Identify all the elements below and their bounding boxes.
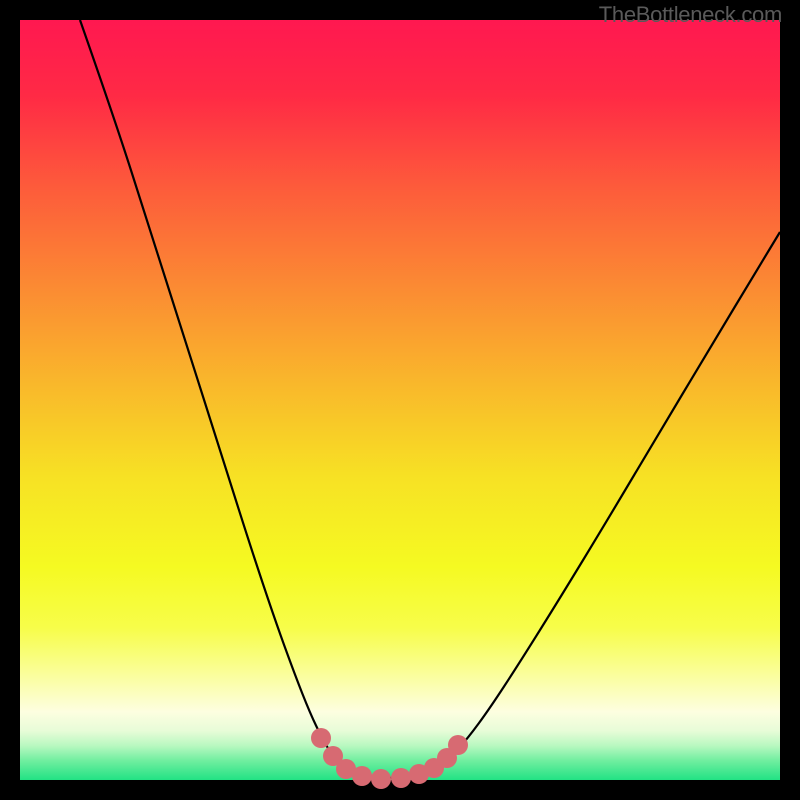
trough-dot <box>371 769 391 789</box>
chart-canvas: TheBottleneck.com <box>0 0 800 800</box>
chart-svg <box>0 0 800 800</box>
trough-dot <box>311 728 331 748</box>
trough-dot <box>391 768 411 788</box>
watermark-text: TheBottleneck.com <box>599 2 782 28</box>
trough-dot <box>448 735 468 755</box>
plot-background <box>20 20 780 780</box>
trough-dot <box>352 766 372 786</box>
